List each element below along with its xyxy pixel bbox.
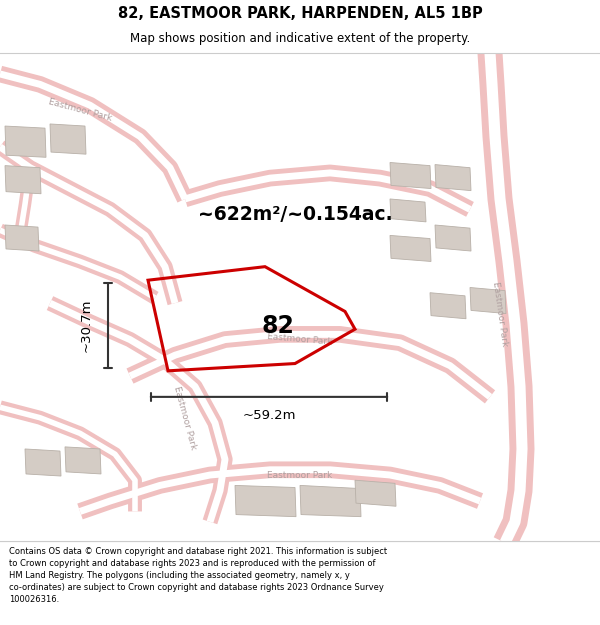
Polygon shape <box>5 225 39 251</box>
Polygon shape <box>235 486 296 517</box>
Polygon shape <box>390 236 431 261</box>
Text: Eastmoor Park: Eastmoor Park <box>268 471 332 479</box>
Text: ~59.2m: ~59.2m <box>242 409 296 422</box>
Text: 82, EASTMOOR PARK, HARPENDEN, AL5 1BP: 82, EASTMOOR PARK, HARPENDEN, AL5 1BP <box>118 6 482 21</box>
Polygon shape <box>300 486 361 517</box>
Text: Map shows position and indicative extent of the property.: Map shows position and indicative extent… <box>130 32 470 45</box>
Text: Eastmoor Park: Eastmoor Park <box>491 281 509 346</box>
Polygon shape <box>435 164 471 191</box>
Text: ~622m²/~0.154ac.: ~622m²/~0.154ac. <box>197 205 392 224</box>
Polygon shape <box>430 292 466 319</box>
Polygon shape <box>355 480 396 506</box>
Text: Eastmoor Park: Eastmoor Park <box>172 385 198 451</box>
Text: Eastmoor Park: Eastmoor Park <box>267 332 333 347</box>
Polygon shape <box>390 162 431 189</box>
Polygon shape <box>25 449 61 476</box>
Polygon shape <box>470 288 506 314</box>
Polygon shape <box>5 166 41 194</box>
Polygon shape <box>65 447 101 474</box>
Polygon shape <box>390 199 426 222</box>
Text: Eastmoor Park: Eastmoor Park <box>47 98 113 123</box>
Polygon shape <box>5 126 46 158</box>
Polygon shape <box>435 225 471 251</box>
Text: 82: 82 <box>262 314 295 338</box>
Polygon shape <box>50 124 86 154</box>
Text: Contains OS data © Crown copyright and database right 2021. This information is : Contains OS data © Crown copyright and d… <box>9 548 387 604</box>
Text: ~30.7m: ~30.7m <box>79 299 92 352</box>
